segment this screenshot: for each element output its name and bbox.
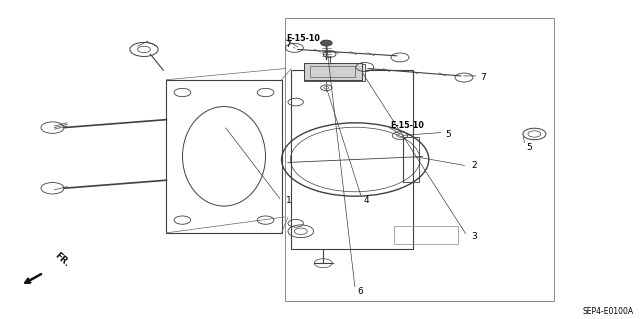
Bar: [403, 137, 419, 182]
Text: 1: 1: [286, 197, 292, 205]
Text: 5: 5: [445, 130, 451, 139]
Text: 7: 7: [481, 73, 486, 82]
Text: 5: 5: [526, 143, 532, 152]
Text: 2: 2: [471, 161, 477, 170]
Bar: [166, 80, 282, 233]
Bar: [394, 226, 458, 244]
Text: E-15-10: E-15-10: [287, 34, 321, 43]
Circle shape: [321, 40, 332, 46]
Text: E-15-10: E-15-10: [390, 121, 424, 130]
Text: 6: 6: [357, 287, 363, 296]
Text: SEP4-E0100A: SEP4-E0100A: [582, 307, 634, 315]
Text: FR.: FR.: [52, 251, 71, 269]
Bar: [285, 18, 554, 301]
Bar: [304, 64, 365, 81]
Bar: [307, 66, 362, 80]
Bar: [310, 66, 355, 77]
Bar: [291, 70, 413, 249]
Text: 4: 4: [364, 196, 369, 204]
Bar: [304, 63, 362, 80]
Text: 3: 3: [471, 232, 477, 241]
Text: 7: 7: [285, 40, 291, 49]
